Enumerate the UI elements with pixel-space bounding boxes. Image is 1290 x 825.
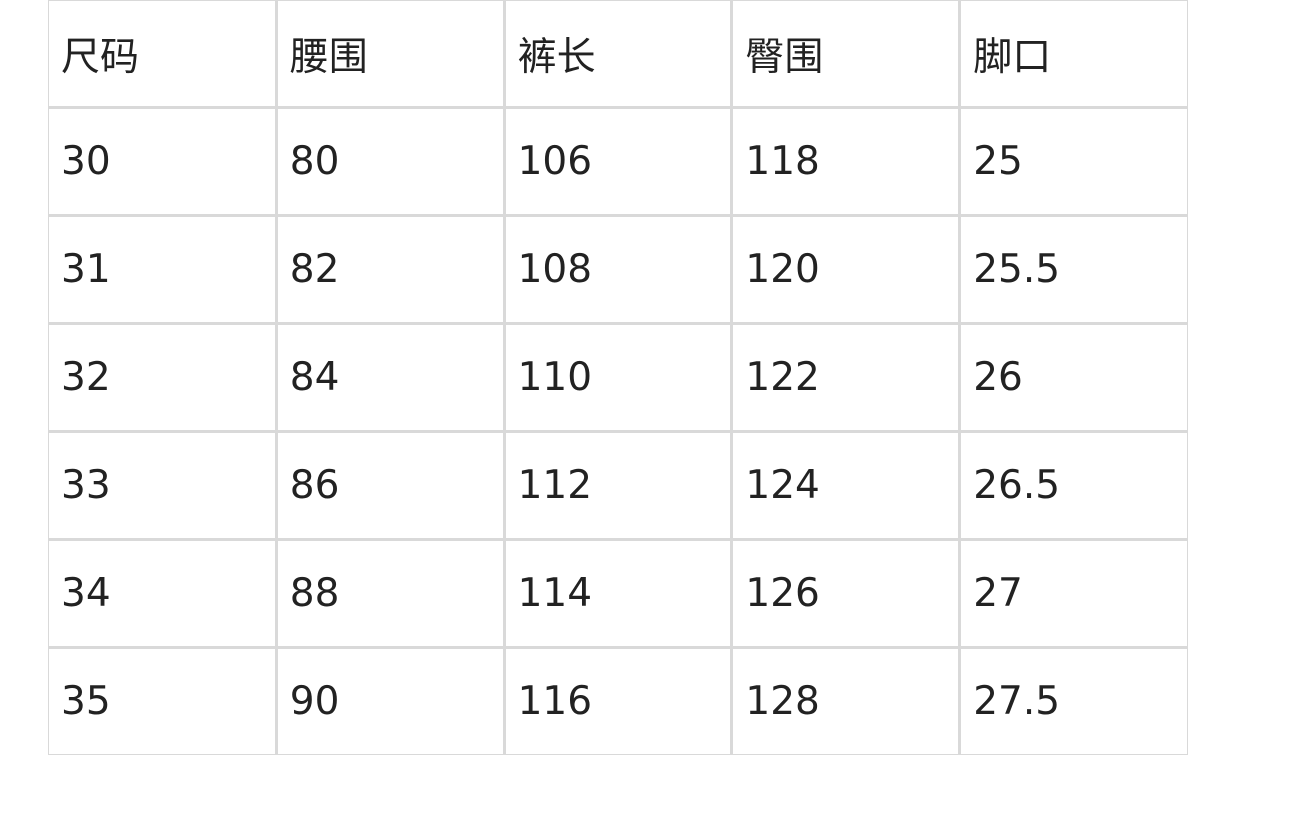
table-cell: 25 [958,106,1188,217]
table-cell: 26 [958,322,1188,433]
table-row: 31 82 108 120 25.5 [48,214,1188,325]
table-cell: 112 [502,430,734,541]
header-cell: 裤长 [502,0,734,109]
table-cell: 106 [502,106,734,217]
table-row: 35 90 116 128 27.5 [48,646,1188,755]
table-cell: 118 [730,106,962,217]
table-row: 33 86 112 124 26.5 [48,430,1188,541]
table-cell: 34 [48,538,278,649]
table-cell: 27.5 [958,646,1188,755]
table-cell: 27 [958,538,1188,649]
header-cell: 腰围 [274,0,506,109]
table-row: 30 80 106 118 25 [48,106,1188,217]
table-cell: 124 [730,430,962,541]
table-cell: 114 [502,538,734,649]
table-row: 34 88 114 126 27 [48,538,1188,649]
table-cell: 128 [730,646,962,755]
size-chart-table: 尺码 腰围 裤长 臀围 脚口 30 80 106 118 25 31 82 108 120 25.5 32 84… [48,0,1188,755]
table-cell: 33 [48,430,278,541]
header-row: 尺码 腰围 裤长 臀围 脚口 [48,0,1188,109]
table-cell: 30 [48,106,278,217]
table-cell: 90 [274,646,506,755]
table-cell: 82 [274,214,506,325]
table-cell: 122 [730,322,962,433]
table-cell: 80 [274,106,506,217]
header-cell: 尺码 [48,0,278,109]
table-cell: 120 [730,214,962,325]
table-cell: 35 [48,646,278,755]
table-cell: 116 [502,646,734,755]
table-cell: 88 [274,538,506,649]
table-cell: 84 [274,322,506,433]
table-cell: 32 [48,322,278,433]
header-cell: 臀围 [730,0,962,109]
table-cell: 25.5 [958,214,1188,325]
table-row: 32 84 110 122 26 [48,322,1188,433]
table-cell: 26.5 [958,430,1188,541]
table-cell: 31 [48,214,278,325]
table-cell: 126 [730,538,962,649]
table-cell: 86 [274,430,506,541]
header-cell: 脚口 [958,0,1188,109]
table-cell: 110 [502,322,734,433]
table-cell: 108 [502,214,734,325]
